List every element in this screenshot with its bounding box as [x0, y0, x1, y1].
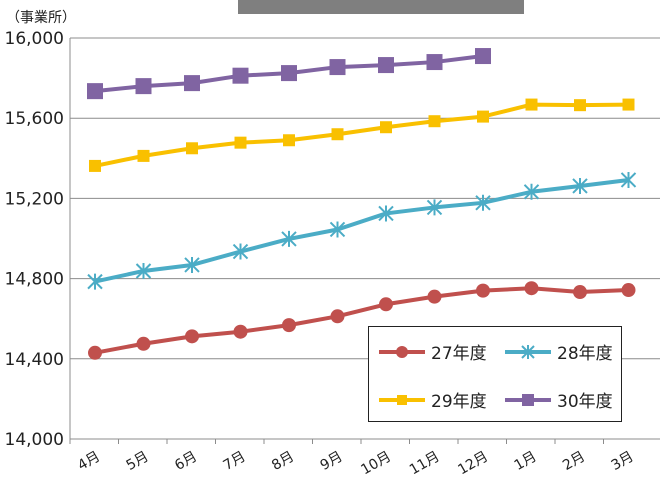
series-line	[94, 286, 629, 355]
x-tick-label: 7月	[221, 449, 249, 474]
legend-marker-30	[505, 393, 551, 406]
series-0	[88, 281, 636, 360]
x-tick-label: 3月	[609, 449, 637, 474]
data-point	[378, 205, 394, 222]
data-point	[330, 309, 345, 324]
data-point	[477, 110, 489, 123]
series-line	[94, 177, 629, 284]
legend-item-30: 30年度	[503, 387, 613, 412]
x-tick-label: 1月	[512, 449, 540, 474]
data-point	[186, 142, 198, 155]
legend: 27年度 28年度 29年度 30年度	[368, 326, 622, 422]
data-point	[572, 177, 588, 194]
data-point	[331, 128, 344, 141]
data-point	[281, 230, 297, 247]
legend-item-28: 28年度	[503, 339, 613, 364]
chart-title-banner	[238, 0, 524, 14]
y-tick-label: 14,000	[5, 430, 64, 450]
data-point	[475, 194, 491, 211]
y-tick-label: 14,800	[5, 270, 64, 290]
data-point	[88, 345, 102, 360]
data-point	[573, 285, 587, 300]
x-tick-label: 6月	[172, 449, 200, 474]
data-point	[232, 243, 249, 260]
data-point	[427, 289, 442, 304]
data-point	[233, 324, 248, 339]
legend-item-27: 27年度	[377, 339, 487, 364]
data-point	[379, 297, 393, 312]
data-point	[87, 273, 103, 290]
data-point	[426, 54, 443, 71]
x-tick-label: 5月	[124, 449, 152, 474]
legend-marker-28	[505, 344, 551, 359]
x-tick-label: 10月	[358, 449, 394, 479]
data-point	[136, 336, 151, 351]
legend-label-28: 28年度	[557, 344, 613, 364]
legend-marker-29	[379, 394, 425, 405]
data-point	[329, 221, 346, 238]
data-point	[135, 78, 152, 95]
x-tick-label: 4月	[75, 449, 103, 474]
series-line	[94, 102, 629, 168]
data-point	[234, 136, 247, 149]
data-point	[620, 171, 637, 188]
x-tick-label: 8月	[269, 449, 297, 474]
data-point	[89, 159, 101, 172]
y-tick-label: 16,000	[5, 29, 64, 49]
data-point	[329, 59, 346, 76]
data-point	[621, 283, 636, 298]
data-point	[574, 99, 586, 112]
data-point	[380, 121, 392, 134]
data-point	[232, 67, 249, 84]
y-axis: 14,000 14,400 14,800 15,200 15,600 16,000	[5, 29, 71, 450]
y-tick-label: 15,200	[5, 189, 64, 209]
data-point	[282, 318, 296, 333]
y-tick-label: 14,400	[5, 350, 64, 370]
x-tick-label: 12月	[455, 449, 491, 479]
series-2	[89, 98, 635, 172]
data-point	[622, 98, 635, 111]
x-tick-label: 11月	[407, 449, 443, 479]
data-point	[137, 149, 150, 162]
y-tick-label: 15,600	[5, 109, 64, 129]
data-point	[184, 256, 200, 273]
y-axis-unit-label: （事業所）	[6, 10, 76, 26]
series-1	[87, 171, 637, 290]
data-point	[476, 283, 490, 298]
data-point	[426, 199, 443, 216]
data-point	[283, 134, 295, 147]
data-point	[428, 115, 441, 128]
x-tick-label: 2月	[560, 449, 588, 474]
legend-label-29: 29年度	[431, 392, 487, 412]
x-tick-label: 9月	[318, 449, 346, 474]
data-point	[378, 57, 394, 74]
data-point	[185, 329, 199, 344]
series-3	[87, 48, 491, 100]
data-point	[87, 83, 103, 100]
legend-label-27: 27年度	[431, 344, 487, 364]
legend-item-29: 29年度	[377, 387, 487, 412]
legend-marker-27	[379, 345, 425, 358]
data-point	[523, 183, 540, 200]
data-point	[524, 281, 539, 296]
data-point	[135, 262, 152, 279]
x-axis: 4月 5月 6月 7月 8月 9月 10月 11月 12月 1月 2月 3月	[69, 439, 637, 479]
data-point	[525, 98, 538, 111]
data-point	[184, 75, 200, 92]
legend-label-30: 30年度	[557, 392, 613, 412]
series-layer	[87, 48, 637, 360]
data-point	[281, 65, 297, 82]
data-point	[475, 48, 491, 65]
